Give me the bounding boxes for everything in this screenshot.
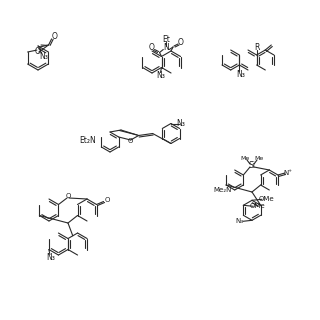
Text: O: O bbox=[178, 37, 184, 46]
Text: N₃: N₃ bbox=[40, 52, 48, 60]
Text: Et₂N: Et₂N bbox=[80, 135, 96, 145]
Text: Et: Et bbox=[162, 35, 170, 44]
Text: N₃: N₃ bbox=[236, 69, 245, 78]
Text: O: O bbox=[148, 43, 155, 52]
Text: N₃: N₃ bbox=[156, 71, 165, 80]
Text: O: O bbox=[105, 196, 110, 203]
Text: R: R bbox=[254, 43, 259, 52]
Text: Me₂N: Me₂N bbox=[213, 187, 232, 193]
Text: O: O bbox=[127, 138, 133, 144]
Text: Me: Me bbox=[254, 156, 264, 161]
Text: N: N bbox=[164, 43, 169, 52]
Text: Me: Me bbox=[240, 156, 250, 161]
Text: O: O bbox=[35, 47, 41, 56]
Text: OMe: OMe bbox=[258, 196, 274, 202]
Text: Si: Si bbox=[249, 161, 255, 170]
Text: N⁺: N⁺ bbox=[284, 170, 292, 176]
Text: N₃: N₃ bbox=[46, 253, 55, 262]
Text: OMe: OMe bbox=[250, 203, 265, 209]
Text: O: O bbox=[52, 32, 58, 41]
Text: N₃: N₃ bbox=[235, 218, 243, 224]
Text: N₃: N₃ bbox=[177, 119, 185, 128]
Text: O: O bbox=[65, 193, 71, 199]
